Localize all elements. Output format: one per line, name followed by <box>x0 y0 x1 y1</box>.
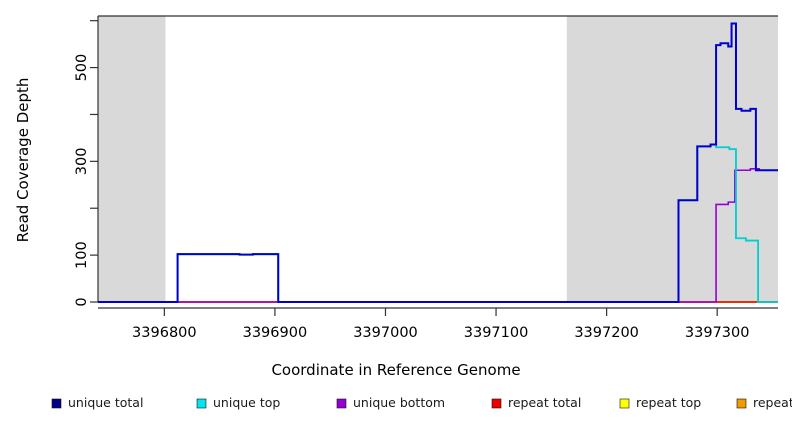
legend-label-unique-top: unique top <box>213 395 280 410</box>
series-line-unique-bottom <box>98 168 778 303</box>
x-tick-label-3396800: 3396800 <box>132 325 197 341</box>
legend-swatch-repeat-total <box>491 398 502 409</box>
series-group <box>98 22 778 303</box>
legend-swatch-repeat-bottom <box>736 398 747 409</box>
y-tick-label-100: 100 <box>74 241 90 269</box>
legend-swatch-unique-total <box>51 398 62 409</box>
shaded-region-0 <box>98 16 166 302</box>
legend-item-repeat-total[interactable]: repeat total <box>491 395 581 410</box>
legend-item-repeat-bottom[interactable]: repeat bottom <box>736 395 792 410</box>
y-tick-label-500: 500 <box>74 54 90 82</box>
x-tick-label-3397000: 3397000 <box>353 325 418 341</box>
x-axis-title: Coordinate in Reference Genome <box>271 361 520 379</box>
legend-swatch-unique-top <box>196 398 207 409</box>
legend-label-repeat-bottom: repeat bottom <box>753 395 792 410</box>
legend-label-repeat-top: repeat top <box>636 395 701 410</box>
shaded-region-1 <box>566 16 778 302</box>
x-axis: 3396800 3396900 3397000 3397100 3397200 33973… <box>98 307 778 341</box>
legend-swatch-unique-bottom <box>336 398 347 409</box>
legend-item-unique-top[interactable]: unique top <box>196 395 280 410</box>
y-axis-title: Read Coverage Depth <box>14 78 32 243</box>
shaded-region-group <box>98 16 778 302</box>
legend-label-unique-bottom: unique bottom <box>353 395 445 410</box>
legend-label-unique-total: unique total <box>68 395 143 410</box>
y-axis: 0 100 300 500 <box>74 16 99 307</box>
x-tick-label-3397300: 3397300 <box>685 325 750 341</box>
y-tick-label-300: 300 <box>74 148 90 176</box>
legend-item-repeat-top[interactable]: repeat top <box>619 395 701 410</box>
legend-item-unique-total[interactable]: unique total <box>51 395 143 410</box>
legend-item-unique-bottom[interactable]: unique bottom <box>336 395 445 410</box>
legend-swatch-repeat-top <box>619 398 630 409</box>
x-tick-label-3396900: 3396900 <box>243 325 308 341</box>
series-line-unique-total <box>98 22 778 303</box>
chart-legend: unique total unique top unique bottom repea… <box>51 395 792 410</box>
x-tick-label-3397200: 3397200 <box>574 325 639 341</box>
y-tick-label-0: 0 <box>74 297 90 306</box>
x-tick-label-3397100: 3397100 <box>464 325 529 341</box>
legend-label-repeat-total: repeat total <box>508 395 581 410</box>
